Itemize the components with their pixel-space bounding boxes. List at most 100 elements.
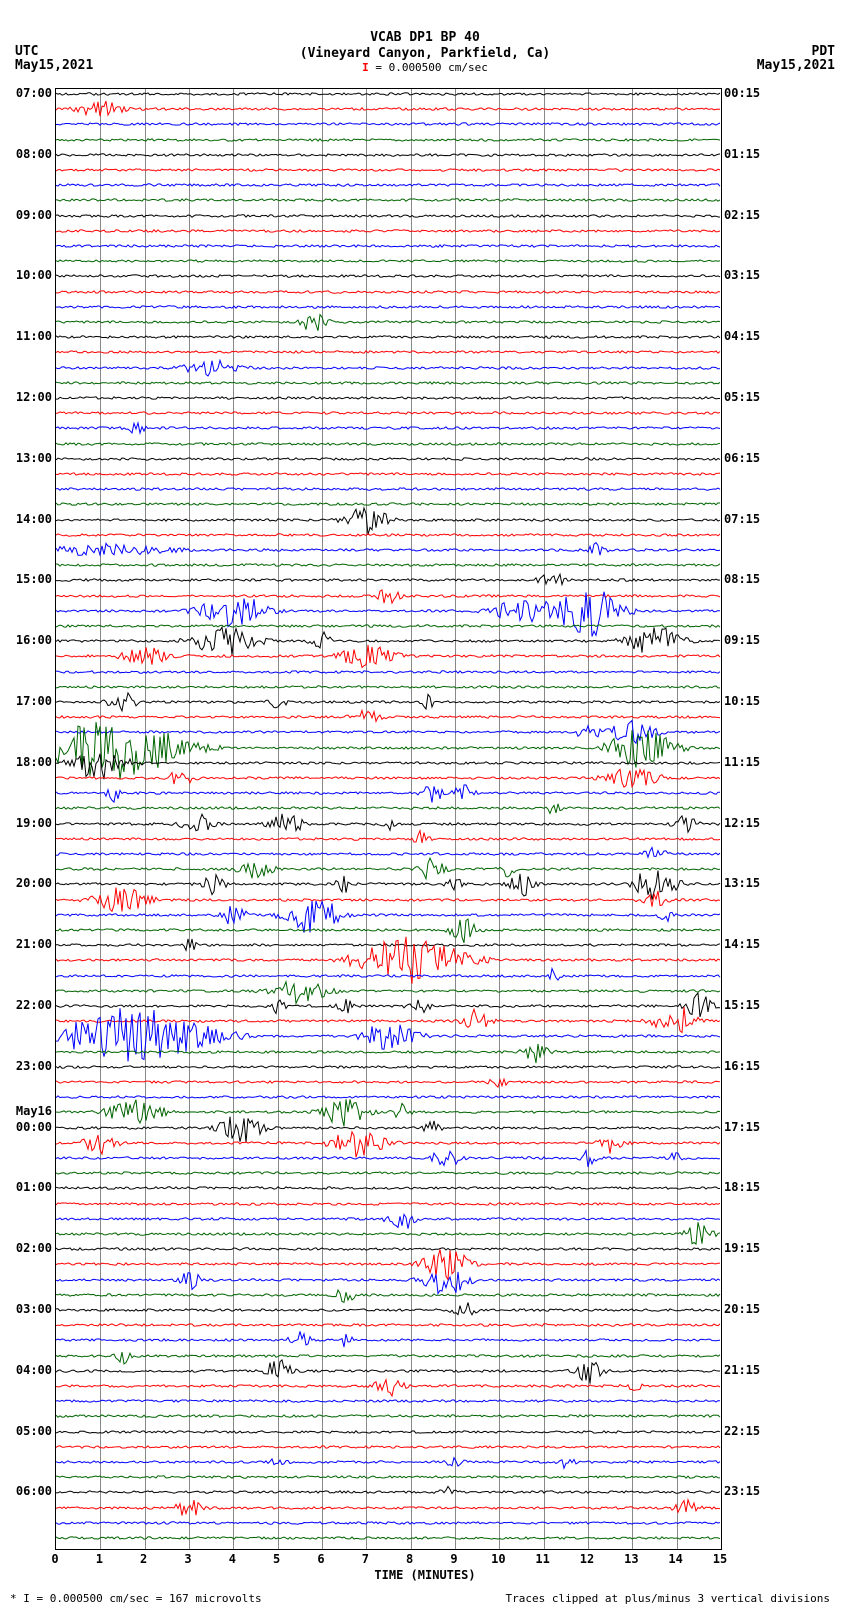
seismic-trace (56, 256, 721, 296)
seismic-trace (56, 332, 721, 372)
seismic-trace (56, 1108, 721, 1148)
gridline (233, 89, 234, 1549)
pdt-time-label: 09:15 (724, 633, 760, 647)
pdt-time-label: 18:15 (724, 1180, 760, 1194)
utc-time-label: 22:00 (2, 998, 52, 1012)
seismic-trace (56, 652, 721, 692)
seismic-trace (56, 864, 721, 904)
seismic-trace (56, 1442, 721, 1482)
x-tick: 1 (96, 1552, 103, 1566)
seismic-trace (56, 1366, 721, 1406)
x-tick: 2 (140, 1552, 147, 1566)
x-tick: 0 (51, 1552, 58, 1566)
seismic-trace (56, 576, 721, 616)
seismic-trace (56, 1351, 721, 1391)
gridline (100, 89, 101, 1549)
seismic-trace (56, 135, 721, 175)
utc-time-label: 02:00 (2, 1241, 52, 1255)
pdt-time-label: 16:15 (724, 1059, 760, 1073)
seismic-trace (56, 150, 721, 190)
x-axis-label: TIME (MINUTES) (374, 1568, 475, 1582)
seismic-trace (56, 1488, 721, 1528)
seismic-trace (56, 424, 721, 464)
seismic-trace (56, 636, 721, 676)
pdt-time-label: 04:15 (724, 329, 760, 343)
pdt-time-label: 11:15 (724, 755, 760, 769)
pdt-date: May15,2021 (757, 58, 835, 73)
seismic-trace (56, 910, 721, 950)
x-tick: 5 (273, 1552, 280, 1566)
seismic-trace (56, 819, 721, 859)
seismic-trace (56, 956, 721, 996)
seismic-trace (56, 606, 721, 646)
seismic-trace (56, 454, 721, 494)
x-tick: 6 (317, 1552, 324, 1566)
seismic-trace (56, 363, 721, 403)
seismic-trace (56, 515, 721, 555)
seismic-trace (56, 1153, 721, 1193)
seismic-trace (56, 986, 721, 1026)
x-tick: 13 (624, 1552, 638, 1566)
seismic-trace (56, 1123, 721, 1163)
utc-label: UTC (15, 44, 38, 59)
seismic-trace (56, 393, 721, 433)
seismic-trace (56, 1077, 721, 1117)
pdt-time-label: 07:15 (724, 512, 760, 526)
seismic-trace (56, 1184, 721, 1224)
pdt-time-label: 05:15 (724, 390, 760, 404)
utc-time-label: 10:00 (2, 268, 52, 282)
seismic-trace (56, 925, 721, 965)
gridline (278, 89, 279, 1549)
pdt-time-label: 23:15 (724, 1484, 760, 1498)
utc-time-label: 14:00 (2, 512, 52, 526)
utc-time-label: May16 (2, 1104, 52, 1118)
seismic-trace (56, 667, 721, 707)
seismic-trace (56, 241, 721, 281)
seismic-trace (56, 788, 721, 828)
utc-time-label: 19:00 (2, 816, 52, 830)
seismogram-container: UTC May15,2021 PDT May15,2021 VCAB DP1 B… (0, 0, 850, 1613)
seismic-trace (56, 849, 721, 889)
seismic-trace (56, 180, 721, 220)
seismic-trace (56, 1320, 721, 1360)
title-line-1: VCAB DP1 BP 40 (0, 30, 850, 46)
gridline (588, 89, 589, 1549)
seismic-trace (56, 211, 721, 251)
seismic-trace (56, 1275, 721, 1315)
footer-left: * I = 0.000500 cm/sec = 167 microvolts (10, 1592, 262, 1605)
seismic-trace (56, 1503, 721, 1543)
gridline (145, 89, 146, 1549)
pdt-time-label: 00:15 (724, 86, 760, 100)
utc-time-label: 12:00 (2, 390, 52, 404)
pdt-time-label: 06:15 (724, 451, 760, 465)
x-tick: 11 (535, 1552, 549, 1566)
seismic-trace (56, 682, 721, 722)
x-tick: 3 (184, 1552, 191, 1566)
seismic-trace (56, 560, 721, 600)
x-tick: 8 (406, 1552, 413, 1566)
seismic-trace (56, 712, 721, 752)
seismic-trace (56, 500, 721, 540)
seismic-trace (56, 773, 721, 813)
seismic-trace (56, 545, 721, 585)
seismic-trace (56, 165, 721, 205)
pdt-time-label: 20:15 (724, 1302, 760, 1316)
seismic-trace (56, 196, 721, 236)
seismic-trace (56, 804, 721, 844)
gridline (322, 89, 323, 1549)
seismic-trace (56, 530, 721, 570)
gridline (677, 89, 678, 1549)
seismic-trace (56, 743, 721, 783)
pdt-time-label: 13:15 (724, 876, 760, 890)
gridline (544, 89, 545, 1549)
utc-time-label: 09:00 (2, 208, 52, 222)
seismic-trace (56, 1138, 721, 1178)
seismic-trace (56, 1032, 721, 1072)
seismic-trace (56, 1457, 721, 1497)
scale-note: I = 0.000500 cm/sec (0, 61, 850, 74)
seismic-trace (56, 971, 721, 1011)
seismic-trace (56, 469, 721, 509)
seismic-trace (56, 1290, 721, 1330)
seismic-trace (56, 1229, 721, 1269)
seismic-trace (56, 728, 721, 768)
